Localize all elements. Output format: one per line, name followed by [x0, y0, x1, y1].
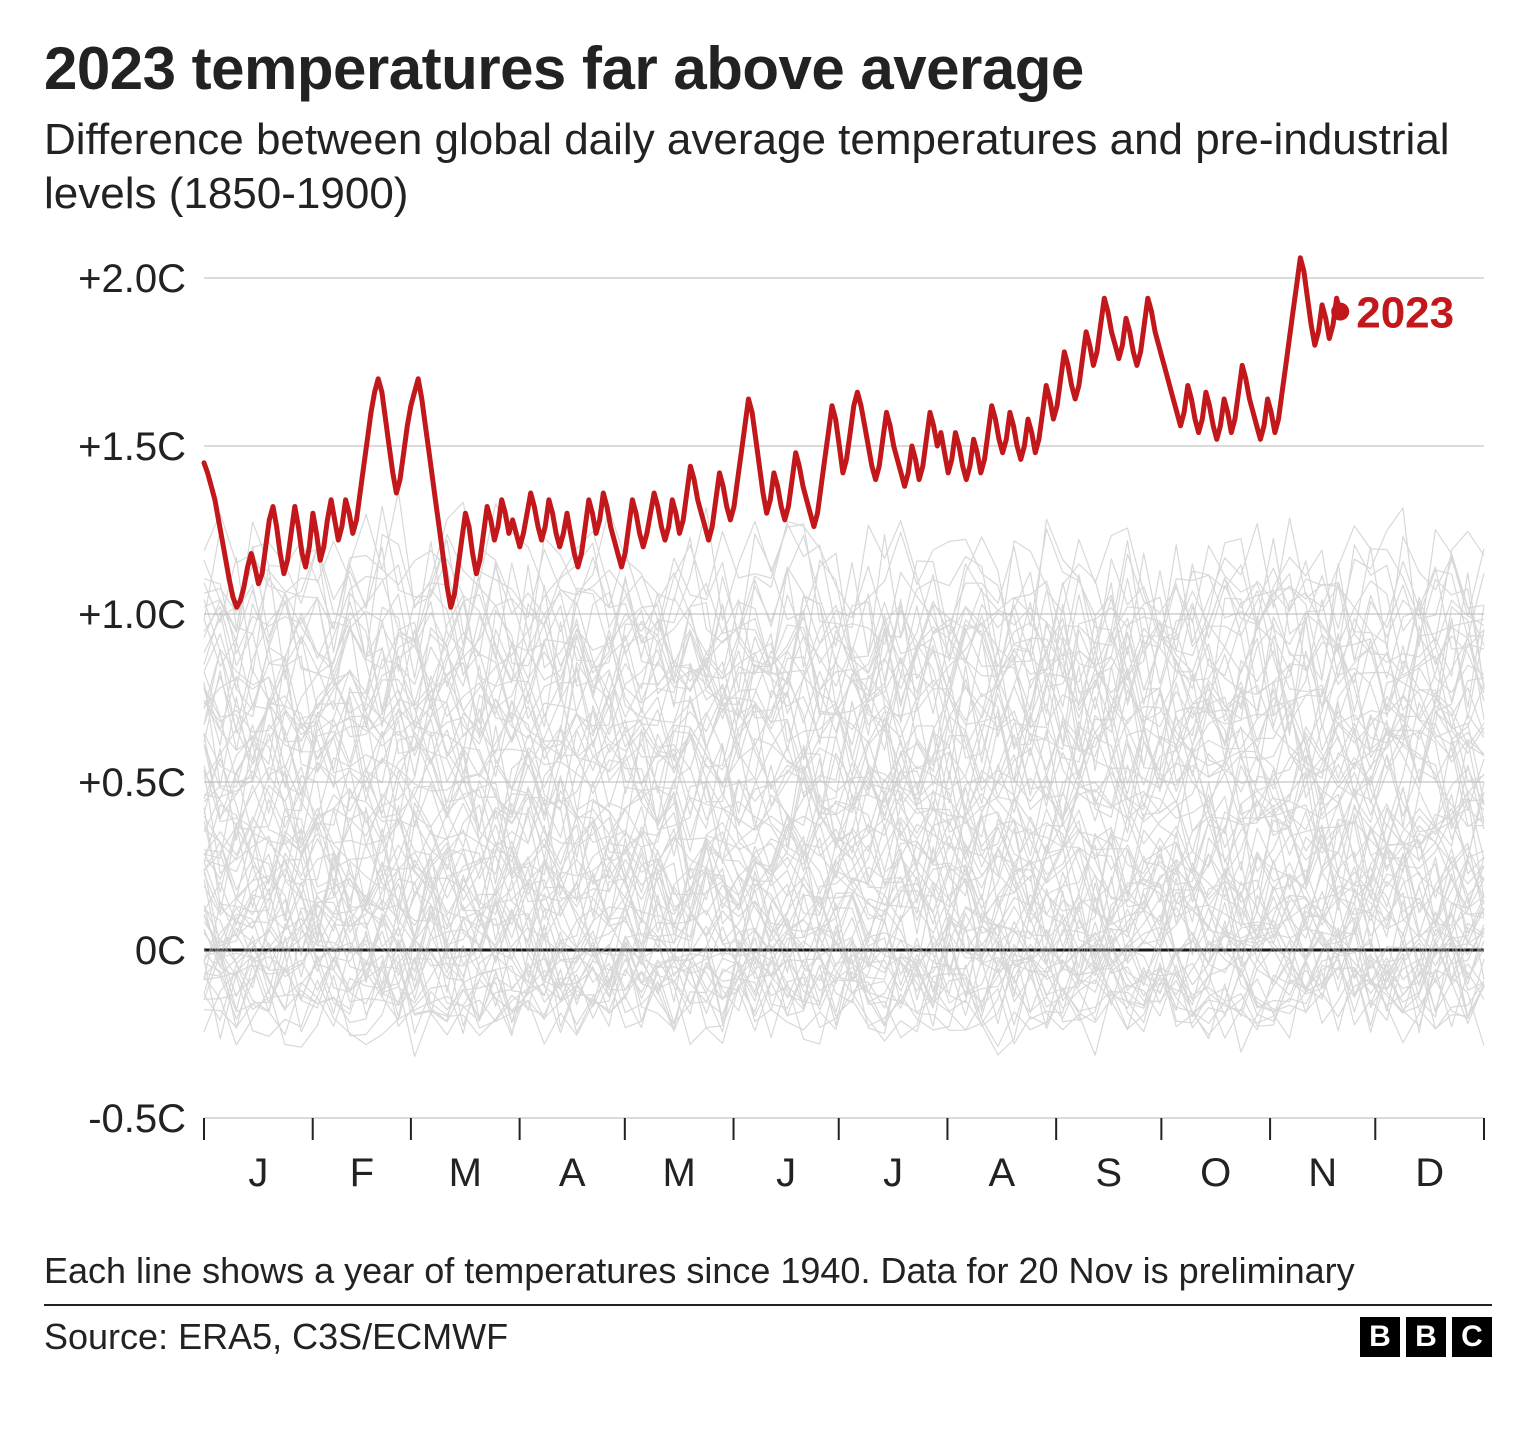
bbc-logo-block: B — [1406, 1317, 1446, 1357]
svg-text:0C: 0C — [135, 929, 186, 973]
svg-text:F: F — [350, 1151, 374, 1195]
chart-title: 2023 temperatures far above average — [44, 34, 1492, 103]
svg-text:+1.0C: +1.0C — [78, 593, 186, 637]
svg-text:+0.5C: +0.5C — [78, 761, 186, 805]
svg-text:2023: 2023 — [1356, 289, 1454, 338]
svg-text:A: A — [559, 1151, 586, 1195]
svg-text:O: O — [1200, 1151, 1231, 1195]
svg-text:J: J — [883, 1151, 903, 1195]
chart-container: -0.5C 0C +0.5C +1.0C +1.5C +2.0C J F M A M J J A S O N D 2… — [44, 248, 1492, 1228]
source-text: Source: ERA5, C3S/ECMWF — [44, 1316, 508, 1358]
svg-text:-0.5C: -0.5C — [88, 1097, 186, 1141]
svg-text:J: J — [776, 1151, 796, 1195]
svg-text:J: J — [248, 1151, 268, 1195]
svg-text:+2.0C: +2.0C — [78, 257, 186, 301]
bbc-logo-block: C — [1452, 1317, 1492, 1357]
svg-text:A: A — [988, 1151, 1015, 1195]
svg-text:M: M — [663, 1151, 696, 1195]
chart-note: Each line shows a year of temperatures s… — [44, 1250, 1492, 1292]
line-chart: -0.5C 0C +0.5C +1.0C +1.5C +2.0C J F M A M J J A S O N D 2… — [44, 248, 1492, 1228]
svg-text:N: N — [1308, 1151, 1337, 1195]
svg-text:D: D — [1415, 1151, 1444, 1195]
bbc-logo: BBC — [1360, 1317, 1492, 1357]
svg-text:S: S — [1095, 1151, 1122, 1195]
chart-footer: Source: ERA5, C3S/ECMWF BBC — [44, 1304, 1492, 1358]
bbc-logo-block: B — [1360, 1317, 1400, 1357]
svg-text:M: M — [449, 1151, 482, 1195]
svg-text:+1.5C: +1.5C — [78, 425, 186, 469]
chart-subtitle: Difference between global daily average … — [44, 113, 1492, 220]
